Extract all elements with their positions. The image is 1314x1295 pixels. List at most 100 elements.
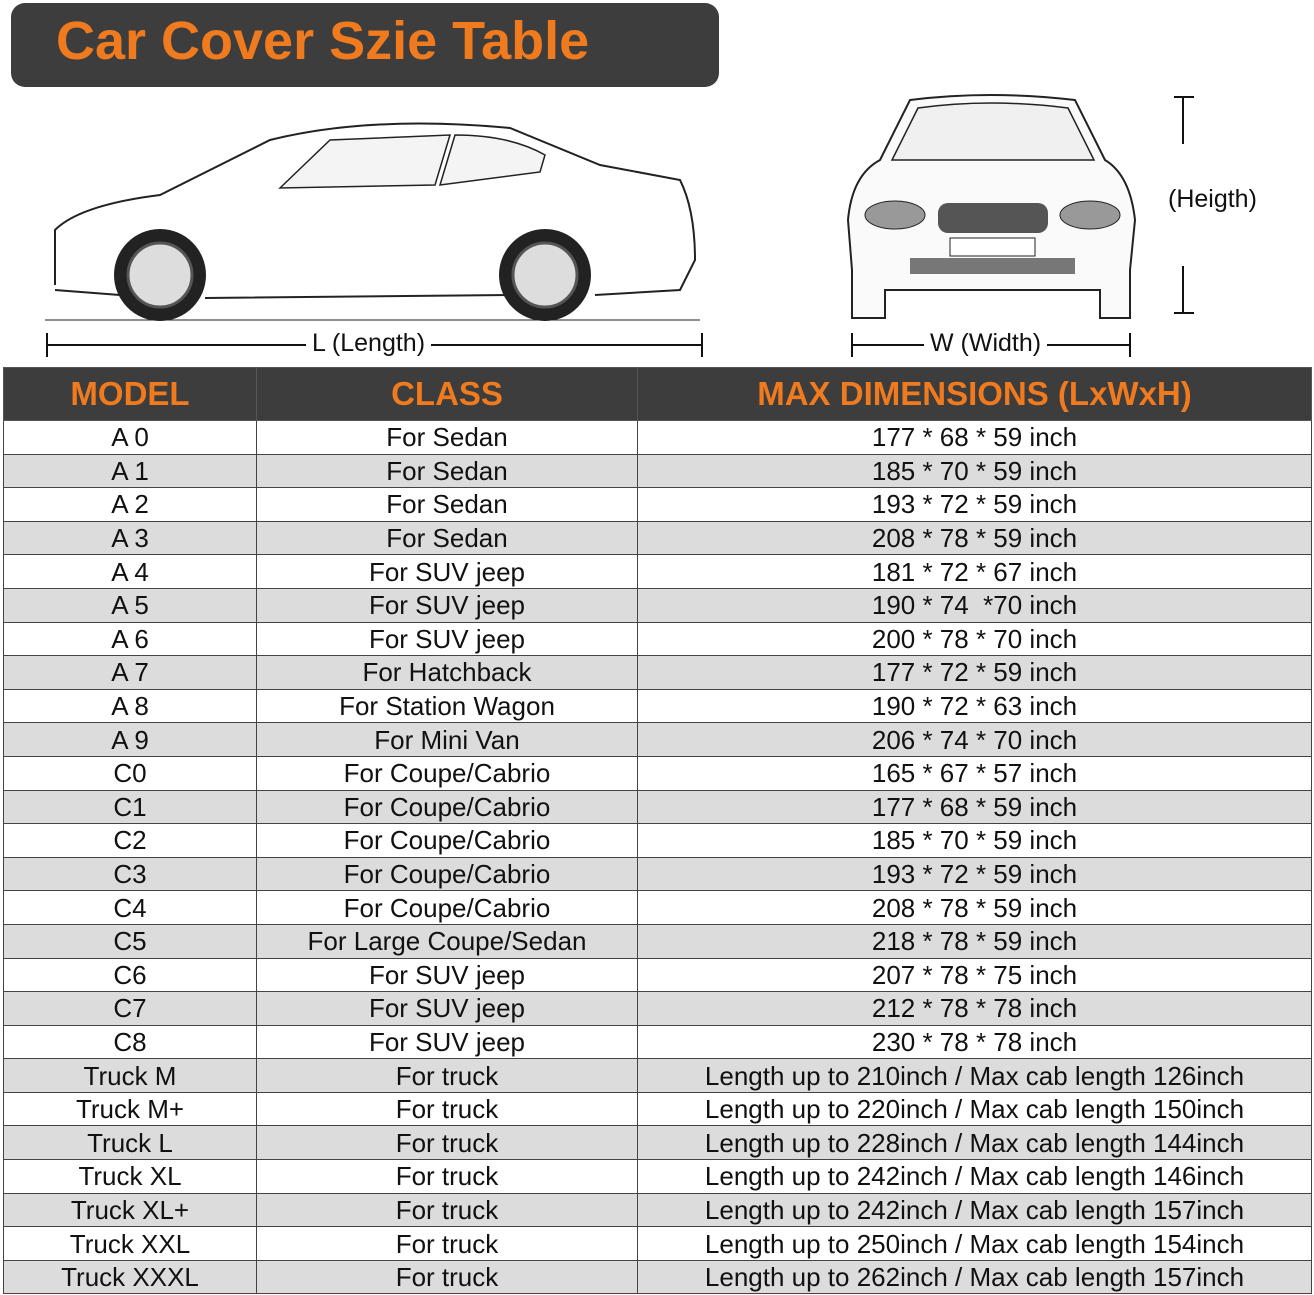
cell-dimensions: 185 * 70 * 59 inch (637, 453, 1312, 489)
page-title: Car Cover Szie Table (56, 11, 590, 71)
cell-class: For truck (256, 1125, 638, 1161)
cell-model: A 1 (3, 453, 257, 489)
cell-model: C3 (3, 856, 257, 892)
table-row: Truck XL+ For truck Length up to 242inch /… (3, 1192, 1312, 1228)
cell-class: For Coupe/Cabrio (256, 755, 638, 791)
table-header-row: MODEL CLASS MAX DIMENSIONS (LxWxH) (3, 367, 1312, 421)
cell-class: For truck (256, 1226, 638, 1261)
cell-model: C4 (3, 890, 257, 925)
cell-class: For Sedan (256, 420, 638, 455)
cell-class: For truck (256, 1058, 638, 1093)
cell-dimensions: 177 * 68 * 59 inch (637, 789, 1312, 825)
cell-model: A 2 (3, 487, 257, 522)
cell-dimensions: Length up to 220inch / Max cab length 15… (637, 1091, 1312, 1127)
table-row: C3 For Coupe/Cabrio 193 * 72 * 59 inch (3, 856, 1312, 892)
table-row: A 6 For SUV jeep 200 * 78 * 70 inch (3, 621, 1312, 657)
cell-class: For Sedan (256, 487, 638, 522)
height-label: (Heigth) (1168, 185, 1257, 214)
table-row: Truck M For truck Length up to 210inch / M… (3, 1058, 1312, 1093)
cell-class: For Sedan (256, 520, 638, 556)
cell-dimensions: 185 * 70 * 59 inch (637, 823, 1312, 858)
table-row: C4 For Coupe/Cabrio 208 * 78 * 59 inch (3, 890, 1312, 925)
cell-dimensions: 218 * 78 * 59 inch (637, 923, 1312, 959)
width-label: W (Width) (924, 329, 1048, 358)
height-tick-bottom (1174, 312, 1194, 314)
cell-dimensions: Length up to 210inch / Max cab length 12… (637, 1058, 1312, 1093)
cell-class: For SUV jeep (256, 1024, 638, 1060)
table-row: A 1 For Sedan 185 * 70 * 59 inch (3, 453, 1312, 489)
cell-dimensions: 165 * 67 * 57 inch (637, 755, 1312, 791)
front-wheel-icon (114, 229, 206, 321)
cell-dimensions: 200 * 78 * 70 inch (637, 621, 1312, 657)
cell-class: For Hatchback (256, 655, 638, 690)
cell-class: For Mini Van (256, 722, 638, 757)
cell-class: For SUV jeep (256, 957, 638, 993)
cell-model: A 6 (3, 621, 257, 657)
cell-class: For Coupe/Cabrio (256, 823, 638, 858)
cell-model: Truck XXXL (3, 1259, 257, 1295)
cell-class: For Sedan (256, 453, 638, 489)
cell-class: For SUV jeep (256, 554, 638, 589)
table-row: C8 For SUV jeep 230 * 78 * 78 inch (3, 1024, 1312, 1060)
cell-dimensions: Length up to 250inch / Max cab length 15… (637, 1226, 1312, 1261)
width-tick-right (1129, 333, 1131, 357)
cell-model: A 0 (3, 420, 257, 455)
cell-class: For truck (256, 1159, 638, 1194)
cell-model: Truck XL (3, 1159, 257, 1194)
cell-dimensions: 193 * 72 * 59 inch (637, 856, 1312, 892)
table-row: C1 For Coupe/Cabrio 177 * 68 * 59 inch (3, 789, 1312, 825)
cell-dimensions: 190 * 74 *70 inch (637, 587, 1312, 623)
height-tick-top (1174, 96, 1194, 98)
cell-class: For truck (256, 1192, 638, 1228)
length-tick-right (701, 333, 703, 357)
cell-dimensions: 208 * 78 * 59 inch (637, 520, 1312, 556)
cell-model: C5 (3, 923, 257, 959)
cell-model: Truck M (3, 1058, 257, 1093)
cell-dimensions: 207 * 78 * 75 inch (637, 957, 1312, 993)
title-banner (11, 3, 719, 87)
rear-wheel-icon (499, 229, 591, 321)
table-row: C7 For SUV jeep 212 * 78 * 78 inch (3, 991, 1312, 1026)
height-line-top (1182, 96, 1184, 144)
length-label: L (Length) (306, 329, 432, 358)
table-row: C5 For Large Coupe/Sedan 218 * 78 * 59 inc… (3, 923, 1312, 959)
table-row: C0 For Coupe/Cabrio 165 * 67 * 57 inch (3, 755, 1312, 791)
cell-dimensions: 177 * 68 * 59 inch (637, 420, 1312, 455)
cell-class: For SUV jeep (256, 621, 638, 657)
cell-model: Truck L (3, 1125, 257, 1161)
cell-dimensions: Length up to 242inch / Max cab length 14… (637, 1159, 1312, 1194)
cell-model: C7 (3, 991, 257, 1026)
table-row: C2 For Coupe/Cabrio 185 * 70 * 59 inch (3, 823, 1312, 858)
length-tick-left (46, 333, 48, 357)
table-row: Truck M+ For truck Length up to 220inch / … (3, 1091, 1312, 1127)
cell-model: A 7 (3, 655, 257, 690)
table-row: Truck XXXL For truck Length up to 262inch … (3, 1259, 1312, 1295)
cell-class: For Station Wagon (256, 688, 638, 724)
cell-dimensions: Length up to 242inch / Max cab length 15… (637, 1192, 1312, 1228)
cell-class: For SUV jeep (256, 587, 638, 623)
cell-dimensions: 190 * 72 * 63 inch (637, 688, 1312, 724)
cell-dimensions: Length up to 262inch / Max cab length 15… (637, 1259, 1312, 1295)
table-row: A 5 For SUV jeep 190 * 74 *70 inch (3, 587, 1312, 623)
cell-dimensions: 206 * 74 * 70 inch (637, 722, 1312, 757)
cell-class: For Large Coupe/Sedan (256, 923, 638, 959)
table-row: A 8 For Station Wagon 190 * 72 * 63 inch (3, 688, 1312, 724)
cell-model: A 3 (3, 520, 257, 556)
table-row: A 4 For SUV jeep 181 * 72 * 67 inch (3, 554, 1312, 589)
header-class: CLASS (256, 367, 638, 421)
cell-dimensions: 212 * 78 * 78 inch (637, 991, 1312, 1026)
table-row: A 3 For Sedan 208 * 78 * 59 inch (3, 520, 1312, 556)
car-front-view-illustration (846, 94, 1137, 319)
cell-class: For Coupe/Cabrio (256, 890, 638, 925)
cell-model: A 5 (3, 587, 257, 623)
size-table: MODEL CLASS MAX DIMENSIONS (LxWxH) A 0 Fo… (3, 367, 1312, 1295)
table-row: A 9 For Mini Van 206 * 74 * 70 inch (3, 722, 1312, 757)
header-dimensions: MAX DIMENSIONS (LxWxH) (637, 367, 1312, 421)
cell-dimensions: 193 * 72 * 59 inch (637, 487, 1312, 522)
cell-model: C8 (3, 1024, 257, 1060)
header-model: MODEL (3, 367, 257, 421)
table-row: C6 For SUV jeep 207 * 78 * 75 inch (3, 957, 1312, 993)
cell-model: Truck M+ (3, 1091, 257, 1127)
cell-model: A 9 (3, 722, 257, 757)
cell-dimensions: 208 * 78 * 59 inch (637, 890, 1312, 925)
